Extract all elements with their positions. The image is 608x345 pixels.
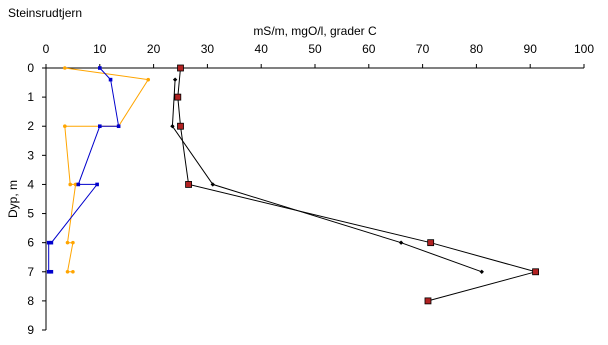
series-4-point [177, 64, 184, 72]
series-2-point [95, 182, 99, 187]
y-tick-label: 4 [27, 177, 34, 191]
series-2-point [46, 240, 51, 245]
y-tick-label: 6 [27, 236, 34, 250]
x-tick-label: 90 [524, 42, 538, 56]
series-1-point [63, 124, 67, 129]
y-tick-label: 8 [27, 294, 34, 308]
series-4-point [185, 181, 192, 188]
series-2-line [48, 67, 120, 273]
series-4-point [174, 93, 182, 101]
series-1-point [65, 269, 70, 274]
series-3-line [171, 79, 482, 273]
chart-title: Steinsrudtjern [8, 6, 83, 20]
x-tick-label: 10 [93, 42, 107, 56]
series-3-point [172, 77, 178, 82]
series-1-point [146, 77, 151, 82]
x-tick-label: 80 [470, 42, 484, 56]
x-tick-label: 30 [201, 42, 215, 56]
series-3-point [210, 182, 215, 187]
series-1-point [65, 240, 70, 245]
series-2-point [46, 269, 51, 274]
y-tick-label: 7 [27, 265, 34, 279]
y-tick-label: 5 [27, 207, 34, 221]
y-tick-label: 0 [27, 61, 34, 75]
x-axis-label: mS/m, mgO/l, grader C [253, 24, 377, 38]
series-4-point [427, 239, 435, 247]
series-3-point [170, 124, 175, 129]
series-2-point [49, 240, 54, 245]
series-3-point [398, 240, 404, 245]
series-1-point [68, 182, 73, 187]
series-2-point [98, 66, 102, 70]
series-2-point [116, 124, 121, 129]
y-tick-label: 9 [27, 323, 34, 337]
x-tick-label: 100 [574, 42, 594, 56]
x-tick-label: 50 [308, 42, 322, 56]
series-1-point [71, 269, 75, 274]
series-4-point [177, 122, 184, 130]
x-tick-label: 20 [147, 42, 161, 56]
x-tick-label: 60 [362, 42, 376, 56]
x-tick-label: 0 [43, 42, 50, 56]
series-3-point [479, 269, 484, 274]
x-tick-label: 40 [255, 42, 269, 56]
series-2-point [108, 77, 113, 82]
series-1-point [63, 66, 67, 70]
series-4-point [424, 297, 432, 305]
series-2-point [49, 269, 54, 274]
y-tick-label: 1 [27, 90, 34, 104]
series-4-point [532, 268, 539, 276]
x-tick-label: 70 [416, 42, 430, 56]
series-2-point [76, 182, 81, 187]
series-1-line [64, 67, 150, 273]
series-4-line [177, 67, 538, 302]
series-1-point [71, 240, 75, 245]
y-tick-label: 2 [27, 119, 34, 133]
y-axis-label: Dyp, m [6, 180, 20, 218]
series-2-point [98, 124, 102, 129]
y-tick-label: 3 [27, 148, 34, 162]
